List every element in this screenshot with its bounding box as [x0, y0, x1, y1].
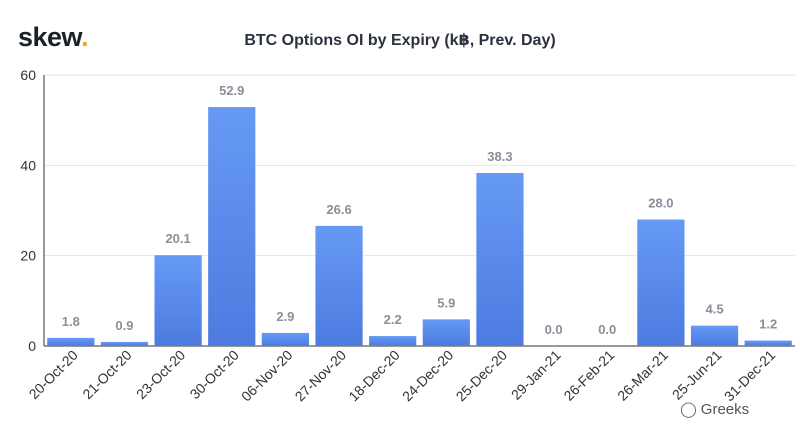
data-label: 2.9	[276, 309, 294, 324]
data-label: 26.6	[326, 202, 351, 217]
data-label: 2.2	[384, 312, 402, 327]
x-tick-label: 31-Dec-21	[721, 347, 779, 405]
watermark-text: Greeks	[700, 401, 750, 418]
x-tick-label: 20-Oct-20	[26, 347, 81, 402]
x-tick-label: 23-Oct-20	[133, 347, 188, 402]
y-tick-label: 60	[20, 67, 36, 83]
data-label: 0.0	[598, 322, 616, 337]
x-tick-label: 26-Feb-21	[560, 347, 617, 404]
data-label: 20.1	[165, 231, 190, 246]
greeks-watermark: ◯ Greeks	[680, 400, 749, 418]
x-tick-label: 06-Nov-20	[238, 347, 296, 405]
wechat-bubble-icon: ◯	[680, 401, 697, 418]
x-tick-label: 21-Oct-20	[79, 347, 134, 402]
data-label: 1.8	[62, 314, 80, 329]
chart-title: BTC Options OI by Expiry (k฿, Prev. Day)	[244, 32, 556, 49]
x-tick-label: 18-Dec-20	[345, 347, 403, 405]
skew-logo: skew.	[18, 22, 89, 53]
x-tick-label: 27-Nov-20	[292, 347, 350, 405]
bar	[422, 319, 470, 346]
data-label: 1.2	[759, 317, 777, 332]
bar	[369, 336, 417, 346]
y-tick-label: 40	[20, 157, 36, 173]
data-label: 0.9	[115, 318, 133, 333]
data-label: 5.9	[437, 295, 455, 310]
logo-dot: .	[81, 22, 89, 52]
data-label: 4.5	[705, 302, 723, 317]
x-tick-label: 25-Jun-21	[669, 347, 725, 403]
data-label: 28.0	[648, 196, 673, 211]
bar	[315, 225, 363, 346]
bar	[100, 341, 149, 346]
logo-text: skew	[18, 22, 82, 52]
data-label: 38.3	[487, 149, 512, 164]
data-label: 52.9	[219, 83, 244, 98]
bar	[744, 340, 792, 346]
bar	[690, 325, 739, 346]
bar	[261, 332, 309, 346]
data-label: 0.0	[545, 322, 563, 337]
bar	[637, 219, 685, 346]
y-tick-label: 20	[20, 248, 36, 264]
x-tick-label: 25-Dec-20	[453, 347, 511, 405]
bar	[154, 255, 202, 346]
bar	[476, 173, 524, 346]
x-tick-label: 29-Jan-21	[508, 347, 564, 403]
bar	[47, 337, 95, 346]
bar	[208, 107, 256, 347]
x-tick-label: 30-Oct-20	[187, 347, 242, 402]
y-tick-label: 0	[28, 338, 36, 354]
x-tick-label: 24-Dec-20	[399, 347, 457, 405]
x-tick-label: 26-Mar-21	[614, 347, 671, 404]
